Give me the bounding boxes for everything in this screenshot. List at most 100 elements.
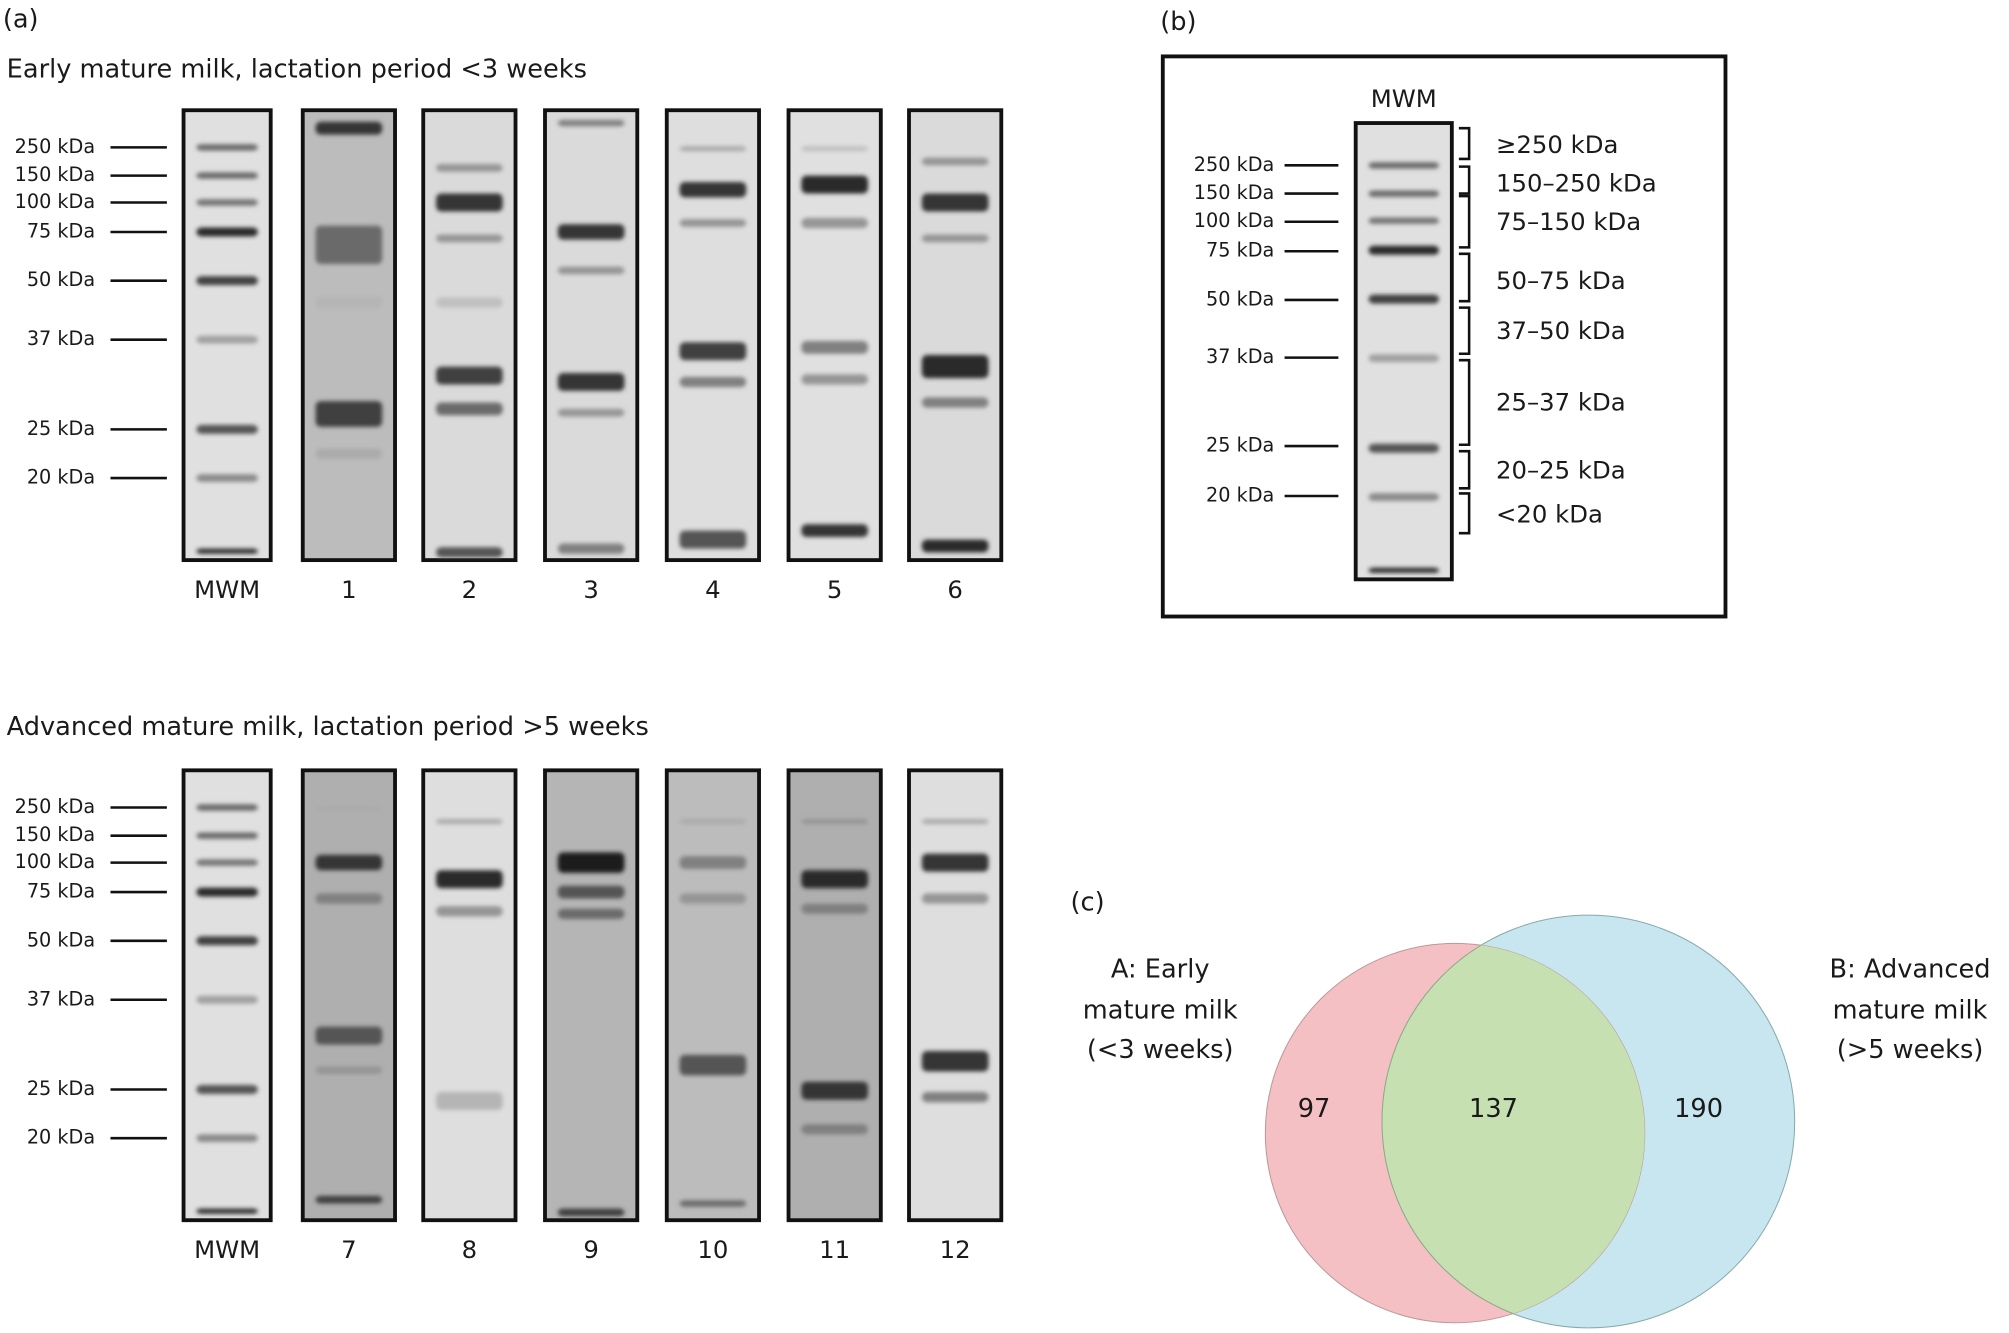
panel-frame <box>1160 54 1728 619</box>
lane-label: 7 <box>341 1235 357 1264</box>
band <box>315 225 383 265</box>
marker-label: 25 kDa <box>1206 434 1274 457</box>
set-label: B: Advanced <box>1830 954 1991 984</box>
band <box>196 859 258 866</box>
band <box>1368 162 1440 169</box>
marker-label: 20 kDa <box>27 1126 95 1149</box>
band <box>436 366 503 385</box>
band <box>315 893 383 904</box>
panel-label: (c) <box>1071 888 1105 918</box>
range-label: 75–150 kDa <box>1496 207 1641 236</box>
band <box>921 234 989 243</box>
venn <box>1264 914 1796 1329</box>
band <box>1368 217 1440 224</box>
bracket <box>1458 252 1471 303</box>
lane-box <box>543 108 640 563</box>
band <box>679 342 747 361</box>
set-label: (<3 weeks) <box>1087 1035 1234 1065</box>
bracket <box>1458 126 1471 161</box>
band <box>1368 567 1440 573</box>
marker-label: 150 kDa <box>15 163 96 186</box>
band <box>315 401 383 427</box>
band <box>921 157 989 166</box>
gel-lane <box>907 108 1004 563</box>
band <box>1368 493 1440 501</box>
venn-overlap <box>1381 943 1645 1323</box>
band <box>801 340 868 354</box>
band <box>557 266 625 275</box>
band <box>801 1081 868 1100</box>
lane-box <box>181 768 273 1223</box>
gel-lane <box>300 768 397 1223</box>
band <box>921 397 989 408</box>
bracket <box>1458 358 1471 447</box>
band <box>1368 190 1440 197</box>
band <box>196 172 258 179</box>
band <box>315 854 383 871</box>
marker-label: 20 kDa <box>1206 484 1274 507</box>
lane-label: 3 <box>583 575 599 604</box>
lane-label: 10 <box>697 1235 728 1264</box>
range-label: <20 kDa <box>1496 499 1603 528</box>
band <box>196 1208 258 1214</box>
lane-label: MWM <box>194 575 260 604</box>
gel-lane <box>1353 121 1454 582</box>
band <box>196 995 258 1004</box>
panel-label: (b) <box>1160 7 1196 37</box>
gel-lane <box>181 768 273 1223</box>
band <box>196 887 258 897</box>
band <box>557 908 625 920</box>
set-label: A: Early <box>1111 954 1210 984</box>
lane-box <box>543 768 640 1223</box>
gel-lane <box>421 768 518 1223</box>
marker-label: 150 kDa <box>15 823 96 846</box>
band <box>196 936 258 946</box>
band <box>436 297 503 308</box>
marker-label: 250 kDa <box>1194 153 1275 176</box>
gel-lane <box>543 108 640 563</box>
bracket <box>1458 306 1471 356</box>
band <box>196 548 258 554</box>
band <box>315 1066 383 1075</box>
range-label: 37–50 kDa <box>1496 316 1626 345</box>
lane-box <box>907 768 1004 1223</box>
band <box>315 806 383 812</box>
set-label: mature milk <box>1083 995 1238 1025</box>
range-label: 50–75 kDa <box>1496 266 1626 295</box>
gel-lane <box>664 768 761 1223</box>
set-label: mature milk <box>1833 995 1988 1025</box>
marker-label: 37 kDa <box>27 327 95 350</box>
band <box>196 474 258 482</box>
lane-box <box>181 108 273 563</box>
band <box>196 335 258 344</box>
lane-label: 4 <box>705 575 721 604</box>
lane-label: 9 <box>583 1235 599 1264</box>
band <box>679 182 747 198</box>
band <box>921 193 989 212</box>
band <box>436 870 503 889</box>
count: 137 <box>1469 1094 1518 1124</box>
band <box>196 227 258 237</box>
lane-label: 1 <box>341 575 357 604</box>
band <box>679 219 747 227</box>
band <box>196 1134 258 1143</box>
band <box>1368 294 1440 304</box>
lane-box <box>300 768 397 1223</box>
lane-box <box>786 768 883 1223</box>
set-label: (>5 weeks) <box>1837 1035 1984 1065</box>
marker-label: 250 kDa <box>15 795 96 818</box>
band <box>436 1092 503 1110</box>
lane-box <box>664 108 761 563</box>
gel-lane <box>300 108 397 563</box>
band <box>436 819 503 825</box>
band <box>436 234 503 243</box>
band <box>921 355 989 379</box>
band <box>801 1124 868 1135</box>
band <box>1368 354 1440 363</box>
range-label: 20–25 kDa <box>1496 456 1626 485</box>
count: 190 <box>1674 1094 1723 1124</box>
band <box>315 1195 383 1204</box>
band <box>196 804 258 811</box>
panel-label: (a) <box>3 5 39 35</box>
